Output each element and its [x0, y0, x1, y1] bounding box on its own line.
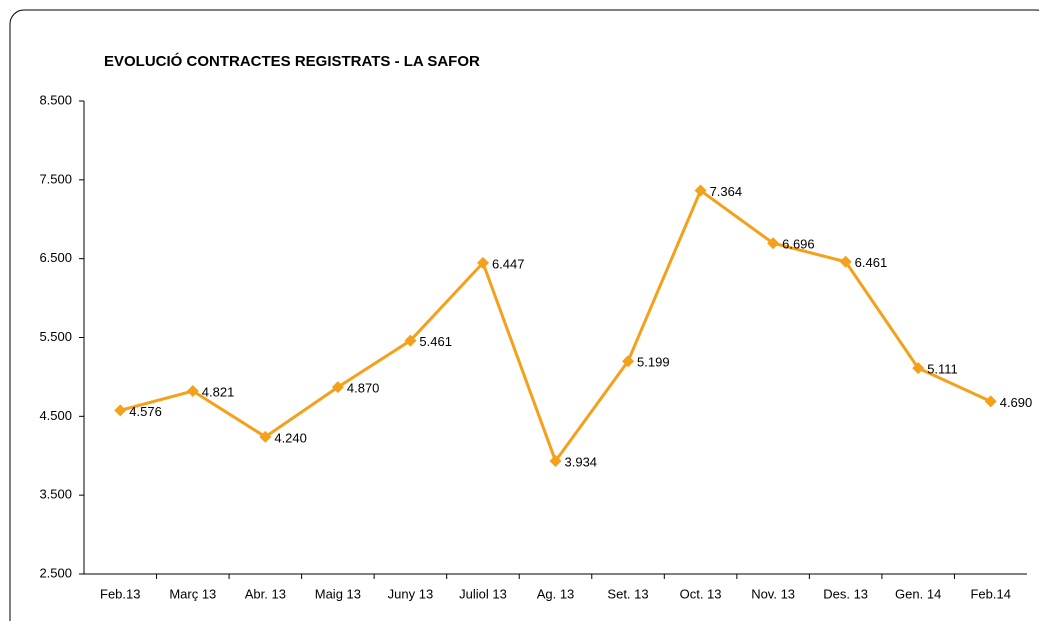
data-label: 3.934	[565, 454, 598, 469]
data-label: 7.364	[710, 184, 743, 199]
marker	[549, 454, 562, 467]
y-tick-label: 7.500	[39, 171, 72, 186]
y-tick-label: 6.500	[39, 250, 72, 265]
data-label: 4.576	[129, 404, 162, 419]
marker	[114, 404, 127, 417]
x-tick-label: Feb.14	[970, 586, 1010, 601]
x-tick-label: Gen. 14	[895, 586, 941, 601]
marker	[984, 395, 997, 408]
x-tick-label: Des. 13	[823, 586, 868, 601]
marker	[476, 256, 489, 269]
series-line	[119, 189, 992, 463]
marker	[694, 184, 707, 197]
x-tick-label: Juny 13	[388, 586, 434, 601]
data-label: 4.821	[202, 384, 235, 399]
data-label: 4.690	[1000, 395, 1033, 410]
x-tick-label: Set. 13	[607, 586, 648, 601]
data-label: 5.111	[927, 362, 958, 377]
data-label: 6.696	[782, 237, 815, 252]
data-label: 6.447	[492, 256, 525, 271]
y-tick-label: 8.500	[39, 92, 72, 107]
chart-frame	[9, 9, 1039, 621]
marker	[839, 255, 852, 268]
data-label: 5.461	[419, 334, 452, 349]
x-tick-label: Nov. 13	[751, 586, 795, 601]
y-tick-label: 2.500	[39, 565, 72, 580]
x-tick-label: Ag. 13	[537, 586, 575, 601]
marker	[767, 237, 780, 250]
x-tick-label: Març 13	[169, 586, 216, 601]
x-tick-label: Oct. 13	[680, 586, 722, 601]
x-tick-label: Maig 13	[315, 586, 361, 601]
marker	[186, 385, 199, 398]
y-tick-label: 3.500	[39, 487, 72, 502]
y-tick-label: 4.500	[39, 408, 72, 423]
x-tick-label: Abr. 13	[245, 586, 286, 601]
chart-title: EVOLUCIÓ CONTRACTES REGISTRATS - LA SAFO…	[104, 52, 480, 70]
marker	[331, 381, 344, 394]
marker	[622, 355, 635, 368]
data-label: 5.199	[637, 355, 670, 370]
data-label: 6.461	[855, 255, 888, 270]
data-label: 4.240	[274, 430, 307, 445]
marker	[912, 362, 925, 375]
marker	[404, 334, 417, 347]
x-tick-label: Juliol 13	[459, 586, 507, 601]
y-tick-label: 5.500	[39, 329, 72, 344]
x-tick-label: Feb.13	[100, 586, 140, 601]
marker	[259, 430, 272, 443]
data-label: 4.870	[347, 381, 380, 396]
